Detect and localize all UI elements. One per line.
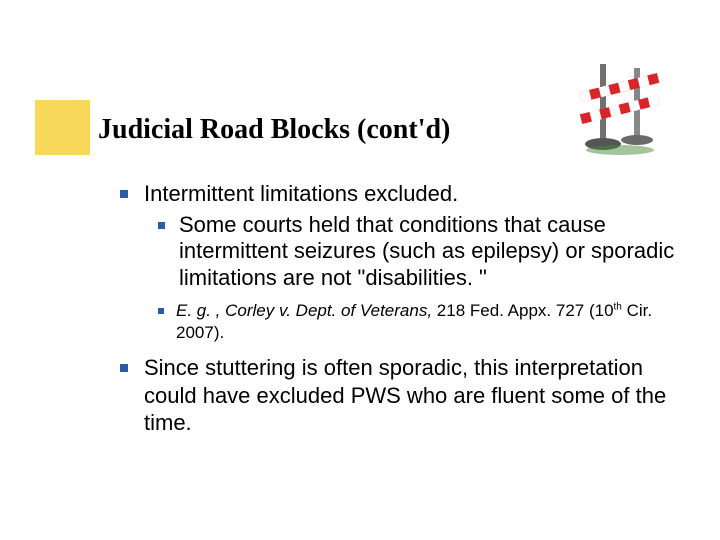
bullet-icon (158, 308, 164, 314)
ordinal-sup: th (614, 301, 622, 312)
bullet-icon (158, 222, 165, 229)
bullet-icon (120, 364, 128, 372)
content-area: Intermittent limitations excluded. Some … (120, 180, 680, 441)
bullet-text: Intermittent limitations excluded. (144, 180, 458, 208)
list-item: Intermittent limitations excluded. (120, 180, 680, 208)
case-name: E. g. , Corley v. Dept. of Veterans, (176, 301, 432, 320)
list-item: Since stuttering is often sporadic, this… (120, 354, 680, 437)
bullet-icon (120, 190, 128, 198)
bullet-text: Some courts held that conditions that ca… (179, 212, 680, 292)
roadblock-icon (572, 60, 672, 155)
title-row: Judicial Road Blocks (cont'd) (98, 114, 450, 146)
citation-part: 218 Fed. Appx. 727 (10 (432, 301, 613, 320)
bullet-text: Since stuttering is often sporadic, this… (144, 354, 680, 437)
citation-text: E. g. , Corley v. Dept. of Veterans, 218… (176, 300, 680, 344)
list-item: E. g. , Corley v. Dept. of Veterans, 218… (158, 300, 680, 344)
list-item: Some courts held that conditions that ca… (158, 212, 680, 292)
accent-square (35, 100, 90, 155)
page-title: Judicial Road Blocks (cont'd) (98, 114, 450, 146)
